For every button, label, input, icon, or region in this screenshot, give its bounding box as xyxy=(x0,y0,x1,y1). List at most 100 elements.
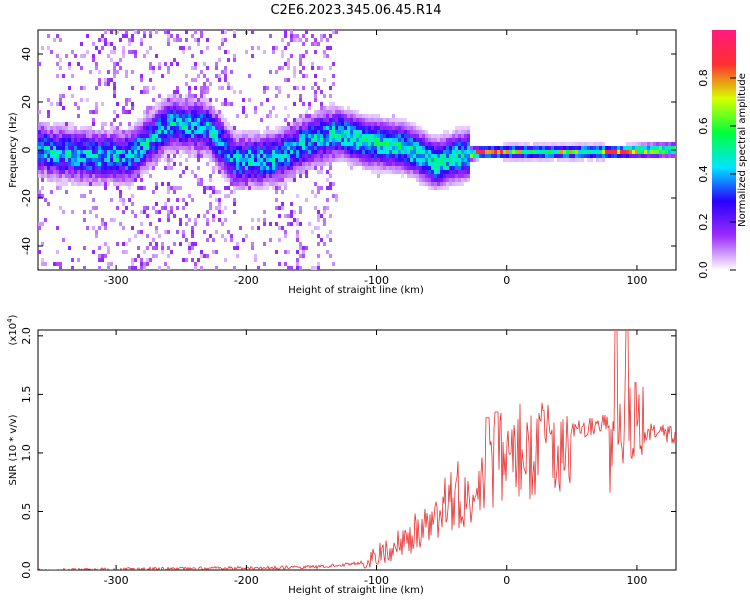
heatmap-cell xyxy=(332,134,335,138)
heatmap-cell xyxy=(170,142,173,146)
heatmap-cell xyxy=(305,118,308,122)
heatmap-cell xyxy=(125,70,128,74)
heatmap-cell xyxy=(86,166,89,170)
heatmap-cell xyxy=(416,154,419,158)
heatmap-cell xyxy=(269,154,272,158)
heatmap-cell xyxy=(59,166,62,170)
heatmap-cell xyxy=(293,134,296,138)
heatmap-cell xyxy=(575,150,578,154)
heatmap-cell xyxy=(74,158,77,162)
heatmap-cell xyxy=(293,102,296,106)
heatmap-cell xyxy=(167,214,170,218)
heatmap-cell xyxy=(338,138,341,142)
heatmap-cell xyxy=(89,158,92,162)
heatmap-cell xyxy=(401,170,404,174)
heatmap-cell xyxy=(143,90,146,94)
heatmap-cell xyxy=(119,58,122,62)
heatmap-cell xyxy=(92,174,95,178)
heatmap-cell xyxy=(230,134,233,138)
heatmap-cell xyxy=(341,158,344,162)
heatmap-cell xyxy=(641,150,644,154)
heatmap-cell xyxy=(65,142,68,146)
heatmap-cell xyxy=(128,38,131,42)
heatmap-cell xyxy=(491,146,494,150)
heatmap-cell xyxy=(167,246,170,250)
heatmap-cell xyxy=(98,70,101,74)
heatmap-cell xyxy=(152,114,155,118)
heatmap-cell xyxy=(185,106,188,110)
heatmap-cell xyxy=(233,210,236,214)
heatmap-cell xyxy=(557,142,560,146)
heatmap-cell xyxy=(443,158,446,162)
heatmap-cell xyxy=(296,150,299,154)
heatmap-cell xyxy=(167,166,170,170)
heatmap-cell xyxy=(125,134,128,138)
heatmap-cell xyxy=(278,134,281,138)
heatmap-cell xyxy=(215,146,218,150)
heatmap-cell xyxy=(143,126,146,130)
heatmap-cell xyxy=(350,130,353,134)
heatmap-cell xyxy=(191,134,194,138)
heatmap-cell xyxy=(41,174,44,178)
heatmap-cell xyxy=(104,154,107,158)
heatmap-cell xyxy=(359,130,362,134)
heatmap-cell xyxy=(113,170,116,174)
heatmap-cell xyxy=(224,150,227,154)
heatmap-cell xyxy=(239,174,242,178)
heatmap-cell xyxy=(110,170,113,174)
heatmap-cell xyxy=(182,146,185,150)
heatmap-cell xyxy=(239,226,242,230)
heatmap-cell xyxy=(92,130,95,134)
heatmap-cell xyxy=(533,154,536,158)
heatmap-cell xyxy=(290,174,293,178)
heatmap-cell xyxy=(527,150,530,154)
heatmap-cell xyxy=(89,166,92,170)
heatmap-cell xyxy=(122,198,125,202)
heatmap-cell xyxy=(164,62,167,66)
y-tick-label: 0.0 xyxy=(20,561,33,579)
heatmap-cell xyxy=(305,74,308,78)
heatmap-cell xyxy=(272,146,275,150)
heatmap-cell xyxy=(161,118,164,122)
heatmap-cell xyxy=(287,142,290,146)
heatmap-cell xyxy=(188,122,191,126)
heatmap-cell xyxy=(233,154,236,158)
heatmap-cell xyxy=(440,138,443,142)
heatmap-cell xyxy=(92,118,95,122)
heatmap-cell xyxy=(224,154,227,158)
heatmap-cell xyxy=(104,82,107,86)
heatmap-cell xyxy=(227,138,230,142)
heatmap-cell xyxy=(323,34,326,38)
heatmap-cell xyxy=(338,106,341,110)
heatmap-cell xyxy=(149,158,152,162)
heatmap-cell xyxy=(548,158,551,162)
heatmap-cell xyxy=(224,178,227,182)
heatmap-cell xyxy=(215,230,218,234)
heatmap-cell xyxy=(368,150,371,154)
heatmap-cell xyxy=(41,162,44,166)
heatmap-cell xyxy=(194,98,197,102)
y-tick-label: 1.0 xyxy=(20,444,33,462)
heatmap-cell xyxy=(287,134,290,138)
heatmap-cell xyxy=(95,130,98,134)
heatmap-cell xyxy=(467,170,470,174)
heatmap-cell xyxy=(44,166,47,170)
heatmap-cell xyxy=(191,130,194,134)
heatmap-cell xyxy=(197,166,200,170)
heatmap-cell xyxy=(143,134,146,138)
heatmap-cell xyxy=(56,62,59,66)
heatmap-cell xyxy=(47,202,50,206)
heatmap-cell xyxy=(221,166,224,170)
heatmap-cell xyxy=(293,150,296,154)
heatmap-cell xyxy=(143,142,146,146)
heatmap-cell xyxy=(215,74,218,78)
heatmap-cell xyxy=(488,146,491,150)
heatmap-cell xyxy=(230,102,233,106)
heatmap-cell xyxy=(98,166,101,170)
heatmap-cell xyxy=(365,158,368,162)
heatmap-cell xyxy=(296,134,299,138)
heatmap-cell xyxy=(404,118,407,122)
x-tick-label: -200 xyxy=(234,574,259,587)
heatmap-cell xyxy=(284,106,287,110)
heatmap-cell xyxy=(170,250,173,254)
